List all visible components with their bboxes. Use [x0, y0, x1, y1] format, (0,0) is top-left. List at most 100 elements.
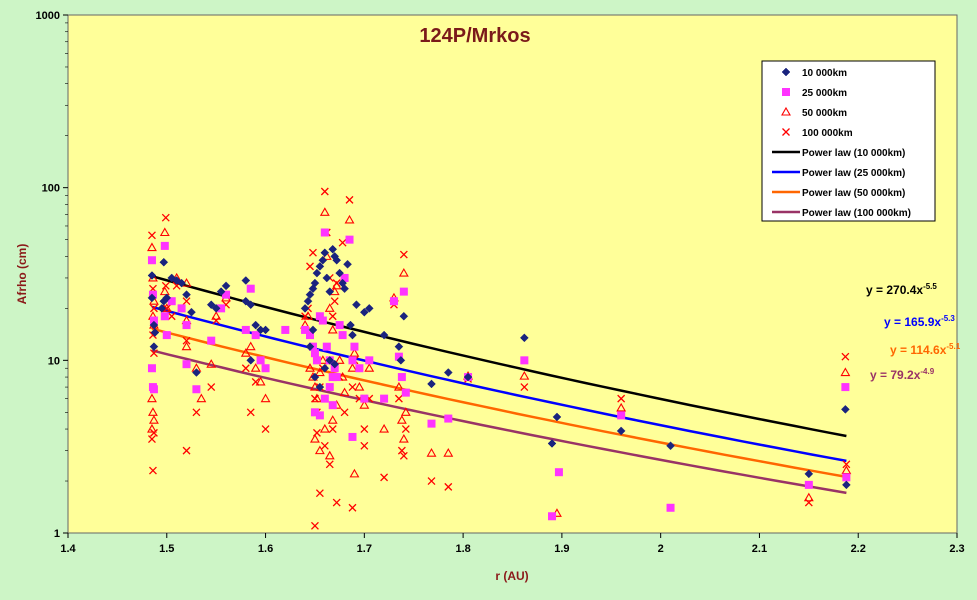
trendline-exponent: -4.9 — [920, 367, 934, 376]
data-point — [394, 352, 403, 361]
legend-marker-2 — [782, 88, 790, 96]
data-point — [261, 325, 270, 335]
data-point — [319, 423, 330, 433]
data-point — [324, 450, 335, 460]
data-point — [315, 262, 325, 271]
data-point — [147, 393, 157, 403]
data-point — [147, 423, 157, 433]
data-point — [359, 307, 369, 317]
data-point — [250, 363, 261, 372]
data-point — [360, 425, 369, 434]
data-point — [840, 367, 851, 377]
legend-label-3: 50 000km — [802, 108, 847, 119]
trendline-equation-1: y = 270.4x-5.5 — [866, 282, 937, 297]
data-point — [217, 304, 226, 313]
data-point — [147, 293, 157, 303]
y-tick-label: 10 — [48, 355, 60, 367]
data-point — [149, 349, 158, 358]
data-point — [379, 330, 389, 340]
data-point — [261, 425, 270, 434]
data-point — [314, 367, 325, 377]
data-point — [147, 364, 156, 373]
y-tick-label: 1000 — [36, 10, 60, 22]
data-point — [310, 408, 319, 417]
data-point — [320, 187, 329, 196]
data-point — [187, 307, 196, 317]
trendline-3 — [151, 327, 847, 479]
data-point — [552, 412, 562, 422]
x-tick-label: 2.1 — [752, 543, 767, 555]
data-point — [192, 385, 201, 394]
data-point — [519, 371, 530, 380]
x-tick-label: 2 — [658, 543, 664, 555]
data-point — [255, 376, 266, 386]
data-point — [617, 394, 626, 403]
data-point — [389, 297, 398, 306]
data-point — [167, 312, 176, 321]
data-point — [149, 316, 158, 325]
data-point — [332, 373, 341, 382]
data-point — [148, 466, 157, 475]
data-point — [355, 364, 364, 373]
data-point — [842, 473, 851, 482]
data-point — [315, 312, 324, 321]
data-point — [380, 394, 389, 403]
data-point — [841, 383, 850, 392]
data-point — [160, 312, 169, 321]
data-point — [401, 388, 410, 397]
data-point — [310, 278, 320, 288]
data-point — [320, 363, 330, 373]
data-point — [246, 284, 255, 293]
data-point — [149, 304, 158, 313]
data-point — [616, 426, 626, 436]
data-point — [207, 336, 216, 345]
data-point — [617, 411, 626, 420]
data-point — [212, 316, 221, 325]
x-tick-label: 1.5 — [159, 543, 174, 555]
legend-box — [761, 60, 936, 222]
data-point — [364, 304, 374, 313]
data-point — [349, 348, 360, 357]
data-point — [339, 387, 350, 397]
data-point — [325, 383, 334, 392]
x-tick-label: 1.9 — [554, 543, 569, 555]
data-point — [192, 368, 201, 377]
data-point — [379, 423, 390, 433]
data-point — [182, 336, 191, 345]
data-point — [398, 268, 409, 277]
data-point — [211, 304, 221, 313]
data-point — [256, 356, 265, 365]
data-point — [147, 271, 157, 280]
data-point — [443, 448, 454, 457]
data-point — [443, 368, 453, 377]
data-point — [315, 489, 324, 498]
data-point — [148, 415, 159, 424]
data-point — [398, 433, 409, 443]
data-point — [348, 356, 357, 365]
data-point — [520, 383, 529, 392]
data-point — [148, 407, 158, 416]
data-point — [216, 287, 226, 296]
data-point — [328, 244, 338, 254]
data-point — [159, 257, 169, 267]
data-point — [399, 250, 408, 259]
data-point — [334, 355, 345, 364]
data-point — [347, 363, 358, 372]
data-point — [318, 255, 328, 265]
data-point — [842, 460, 851, 469]
data-point — [360, 394, 369, 403]
data-point — [159, 286, 170, 296]
data-point — [309, 433, 320, 443]
data-point — [335, 321, 344, 330]
data-point — [345, 195, 354, 204]
data-point — [396, 415, 407, 424]
data-points — [147, 187, 852, 530]
data-point — [519, 333, 529, 343]
data-point — [310, 372, 320, 382]
data-point — [320, 248, 330, 258]
data-point — [182, 321, 191, 330]
data-point — [325, 287, 335, 296]
data-point — [150, 328, 160, 337]
data-point — [181, 341, 192, 351]
series-1 — [147, 244, 851, 490]
